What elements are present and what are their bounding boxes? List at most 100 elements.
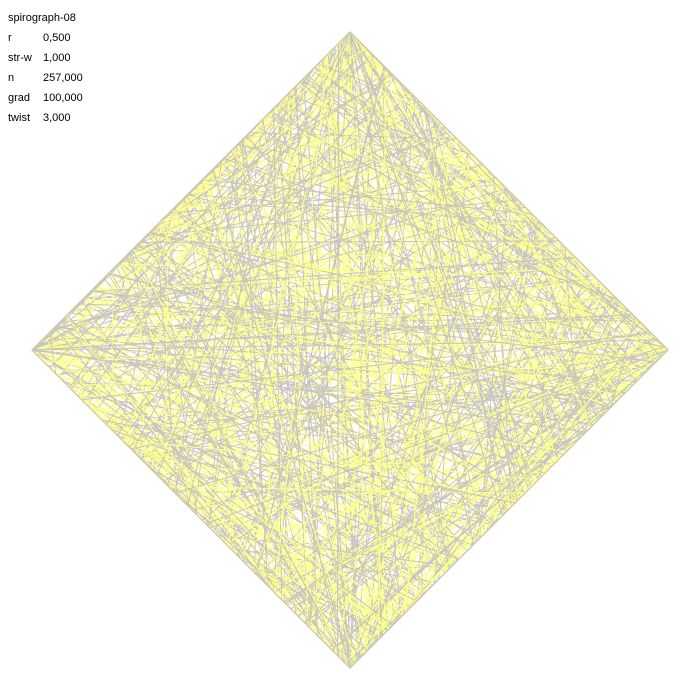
spiro-line xyxy=(108,272,612,408)
spiro-line xyxy=(223,157,618,300)
spiro-line xyxy=(187,91,291,506)
spiro-line xyxy=(309,79,398,629)
spiro-line xyxy=(405,133,452,613)
spiro-line xyxy=(95,199,183,414)
spiro-line xyxy=(102,419,516,504)
spiro-line xyxy=(349,31,504,516)
param-key: r xyxy=(8,32,12,44)
spiro-line xyxy=(417,99,508,512)
param-key: n xyxy=(8,72,15,84)
spiro-line xyxy=(497,179,615,405)
spiro-line xyxy=(242,139,340,657)
spiro-line xyxy=(409,268,588,609)
spiro-line xyxy=(262,118,537,219)
spiro-line xyxy=(67,363,655,387)
spiro-line xyxy=(162,158,224,482)
spiro-line xyxy=(227,42,340,547)
spiro-line xyxy=(251,153,472,571)
param-value: 3,000 xyxy=(43,112,71,124)
spiro-line xyxy=(77,395,404,616)
spiro-line xyxy=(275,55,328,594)
spiro-line xyxy=(253,318,638,573)
spiro-line xyxy=(447,247,567,570)
spiro-line xyxy=(31,349,586,433)
spiro-line xyxy=(54,327,271,589)
spiro-line xyxy=(482,164,557,462)
spiro-line xyxy=(144,167,487,464)
spiro-line xyxy=(55,326,482,538)
spiro-line xyxy=(337,43,339,656)
spiro-line xyxy=(248,185,505,568)
spiro-line xyxy=(256,124,461,559)
spiro-line xyxy=(65,285,604,385)
spiro-line xyxy=(345,585,433,665)
spiro-line xyxy=(155,61,380,227)
spiro-line xyxy=(241,139,269,586)
spiro-line xyxy=(109,389,628,429)
spiro-line xyxy=(157,223,516,504)
spiro-line xyxy=(166,214,646,328)
spiro-line xyxy=(560,242,606,414)
spiro-line xyxy=(157,223,421,598)
spiro-line xyxy=(243,138,669,351)
spiro-line xyxy=(128,252,494,526)
spiro-line xyxy=(202,179,533,215)
spiro-line xyxy=(65,315,282,600)
spiro-line xyxy=(117,131,450,265)
spiro-line xyxy=(344,31,351,664)
spiro-line xyxy=(83,297,623,396)
spiro-line xyxy=(286,94,512,508)
spiro-line xyxy=(35,352,642,377)
spiro-line xyxy=(423,105,518,501)
spiro-line xyxy=(312,349,669,632)
spiro-line xyxy=(151,218,537,471)
spiro-line xyxy=(31,349,594,425)
spiro-line xyxy=(503,185,559,461)
spiro-line xyxy=(385,68,555,464)
param-key: str-w xyxy=(8,52,32,64)
spiro-line xyxy=(49,367,567,452)
spiro-line xyxy=(64,316,460,560)
spiro-line xyxy=(273,402,615,593)
spiro-line xyxy=(273,108,283,600)
spiro-line xyxy=(161,73,393,221)
spiro-line xyxy=(125,256,351,669)
spiro-line xyxy=(168,486,525,494)
spiro-line xyxy=(63,381,392,627)
spiro-line xyxy=(173,31,351,492)
spiro-line xyxy=(162,40,360,482)
spiro-line xyxy=(302,78,664,346)
spiro-line xyxy=(247,134,448,572)
spiro-line xyxy=(111,269,114,432)
spiro-line xyxy=(230,150,577,259)
spiro-line xyxy=(211,69,389,530)
spiro-line xyxy=(58,376,515,504)
spiro-line xyxy=(148,232,612,408)
spiro-line xyxy=(139,240,560,243)
spiro-line xyxy=(142,266,585,462)
spiro-line xyxy=(434,149,468,584)
spiro-line xyxy=(208,349,669,528)
spiro-line xyxy=(175,160,223,494)
param-row-grad: grad 100,000 xyxy=(8,88,83,108)
spiro-line xyxy=(246,135,540,480)
spiro-line xyxy=(118,263,598,280)
spiro-line xyxy=(309,133,453,628)
spiro-line xyxy=(334,136,455,654)
spiro-line xyxy=(222,158,516,504)
param-value: 0,500 xyxy=(43,32,71,44)
spiro-line xyxy=(295,85,318,636)
spiro-line xyxy=(77,303,640,323)
spiro-line xyxy=(285,336,656,604)
spiro-line xyxy=(430,112,532,488)
spiro-line xyxy=(349,31,640,379)
spiro-line xyxy=(96,414,359,661)
spiro-line xyxy=(103,349,669,422)
spiro-line xyxy=(194,144,238,514)
spiro-line xyxy=(83,53,329,402)
spiro-line xyxy=(45,335,637,382)
param-value: 1,000 xyxy=(43,52,71,64)
spiro-line xyxy=(212,168,351,669)
spiro-line xyxy=(226,289,608,545)
